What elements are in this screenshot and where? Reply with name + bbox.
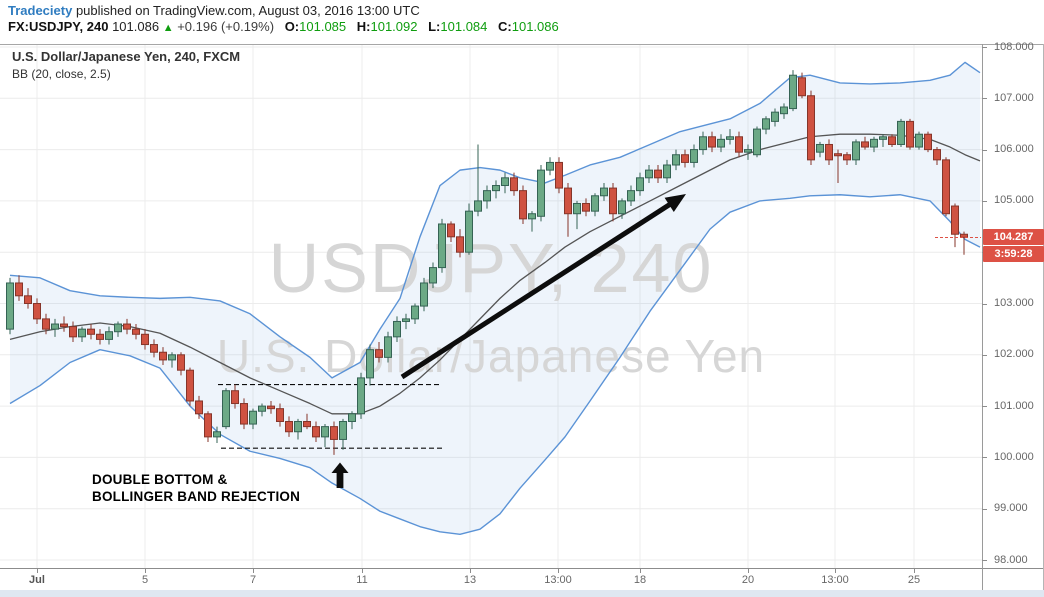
price-axis-tick: [982, 303, 987, 305]
price-axis-label: 98.000: [994, 553, 1028, 566]
time-axis-tick: [362, 569, 363, 573]
time-axis[interactable]: Jul 5 7 11 13 13:00 18 20 13:00 25: [0, 569, 1044, 590]
bottom-strip: [0, 590, 1044, 597]
chart-top-border: [0, 44, 1044, 45]
price-axis-label: 99.000: [994, 502, 1028, 515]
time-axis-label: Jul: [29, 574, 45, 586]
chart-bottom-border: [0, 568, 1044, 569]
price-axis-tick: [982, 560, 987, 561]
close-value: 101.086: [511, 19, 559, 34]
time-axis-label: 13:00: [544, 574, 572, 586]
legend-bb-indicator: BB (20, close, 2.5): [12, 67, 111, 81]
time-axis-label: 18: [633, 574, 647, 586]
price-axis-tick: [982, 457, 987, 459]
high-value: 101.092: [370, 19, 418, 34]
publisher-link[interactable]: Tradeciety: [8, 3, 73, 18]
price-axis-tick: [982, 200, 987, 202]
price-axis-tick: [982, 508, 987, 510]
watermark-name: U.S. Dollar/Japanese Yen: [217, 330, 765, 382]
high-label: H:: [356, 19, 371, 34]
time-axis-tick: [470, 569, 471, 573]
time-axis-label: 13:00: [821, 574, 849, 586]
price-axis-label: 106.000: [994, 143, 1034, 156]
time-axis-tick: [914, 569, 915, 573]
time-axis-label: 25: [907, 574, 921, 586]
time-axis-label: 7: [249, 574, 257, 586]
time-axis-tick: [835, 569, 836, 573]
price-axis-tick: [982, 47, 987, 48]
low-value: 101.084: [440, 19, 488, 34]
time-axis-tick: [145, 569, 146, 573]
time-axis-label: 11: [356, 574, 368, 586]
price-axis-label: 107.000: [994, 91, 1034, 104]
time-axis-label: 5: [141, 574, 149, 586]
last-price-tag: 104.287: [983, 229, 1044, 246]
price-chart-plot[interactable]: USDJPY, 240 U.S. Dollar/Japanese Yen: [0, 44, 982, 568]
price-axis-label: 102.000: [994, 348, 1034, 361]
double-bottom-annotation: DOUBLE BOTTOM & BOLLINGER BAND REJECTION: [92, 471, 300, 505]
annotation-line-2: BOLLINGER BAND REJECTION: [92, 489, 301, 504]
price-axis-separator: [982, 44, 983, 590]
annotation-line-1: DOUBLE BOTTOM &: [92, 472, 228, 487]
watermark-symbol: USDJPY, 240: [269, 229, 714, 307]
header-line-quote: FX:USDJPY, 240 101.086 ▲ +0.196 (+0.19%)…: [8, 19, 559, 34]
time-axis-tick: [640, 569, 641, 573]
close-label: C:: [498, 19, 512, 34]
time-axis-tick: [558, 569, 559, 573]
open-value: 101.085: [299, 19, 347, 34]
price-axis-tick: [982, 406, 987, 408]
header-line-published: Tradeciety published on TradingView.com,…: [8, 3, 420, 18]
symbol-text: FX:USDJPY, 240: [8, 19, 109, 34]
legend-symbol-title: U.S. Dollar/Japanese Yen, 240, FXCM: [12, 49, 241, 64]
published-text: published on TradingView.com, August 03,…: [75, 3, 420, 18]
low-label: L:: [428, 19, 441, 34]
time-axis-tick: [253, 569, 254, 573]
time-axis-tick: [37, 569, 38, 573]
price-axis-label: 108.000: [994, 40, 1034, 53]
price-axis-tick: [982, 354, 987, 356]
price-axis-label: 100.000: [994, 450, 1034, 463]
change-text: +0.196 (+0.19%): [177, 19, 275, 34]
bar-countdown-tag: 3:59:28: [983, 246, 1044, 263]
up-triangle-icon: ▲: [162, 22, 174, 34]
time-axis-tick: [748, 569, 749, 573]
last-price: 101.086: [112, 19, 160, 34]
price-axis-label: 101.000: [994, 399, 1034, 412]
price-axis-label: 105.000: [994, 194, 1034, 207]
price-axis-tick: [982, 98, 987, 100]
price-axis-tick: [982, 149, 987, 151]
time-axis-label: 20: [741, 574, 755, 586]
time-axis-label: 13: [463, 574, 477, 586]
price-axis[interactable]: 108.000107.000106.000105.000104.000103.0…: [982, 40, 1044, 568]
price-axis-label: 103.000: [994, 297, 1034, 309]
open-label: O:: [284, 19, 300, 34]
chart-legend: U.S. Dollar/Japanese Yen, 240, FXCM BB (…: [12, 49, 240, 81]
